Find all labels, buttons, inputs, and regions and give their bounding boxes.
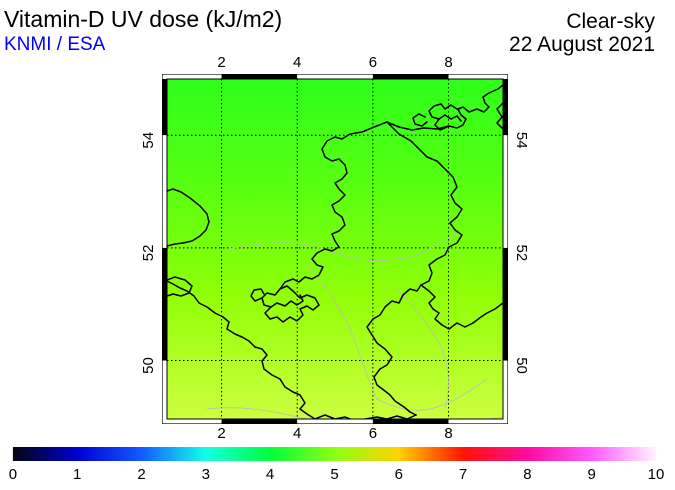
svg-text:2: 2 xyxy=(137,466,145,483)
svg-text:0: 0 xyxy=(9,466,17,483)
svg-text:8: 8 xyxy=(523,466,531,483)
svg-text:5: 5 xyxy=(330,466,338,483)
svg-text:54: 54 xyxy=(513,132,530,149)
svg-text:52: 52 xyxy=(140,245,157,262)
svg-text:4: 4 xyxy=(266,466,274,483)
svg-text:6: 6 xyxy=(395,466,403,483)
svg-text:54: 54 xyxy=(140,132,157,149)
svg-text:1: 1 xyxy=(73,466,81,483)
svg-text:50: 50 xyxy=(140,357,157,374)
svg-text:50: 50 xyxy=(513,357,530,374)
svg-text:7: 7 xyxy=(459,466,467,483)
svg-text:6: 6 xyxy=(369,54,377,71)
svg-text:8: 8 xyxy=(444,54,452,71)
svg-text:9: 9 xyxy=(588,466,596,483)
svg-text:10: 10 xyxy=(648,466,665,483)
svg-text:3: 3 xyxy=(202,466,210,483)
svg-text:52: 52 xyxy=(513,245,530,262)
svg-text:4: 4 xyxy=(293,54,301,71)
svg-text:2: 2 xyxy=(217,54,225,71)
